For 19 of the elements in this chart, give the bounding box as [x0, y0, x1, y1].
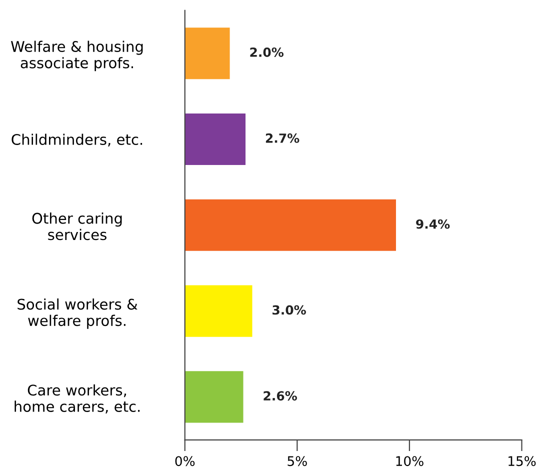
y-tick-label: Social workers & welfare profs.: [18, 298, 138, 329]
y-tick-label: Welfare & housing associate profs.: [10, 40, 143, 72]
y-tick-label: Other caring services: [32, 212, 122, 240]
bar: [184, 199, 396, 251]
bar: [184, 285, 252, 337]
bar: [184, 28, 230, 80]
x-tick-label: 10%: [396, 456, 424, 466]
x-tick-label: 15%: [508, 456, 536, 466]
data-label: 9.4%: [416, 219, 450, 229]
data-label: 2.7%: [266, 133, 300, 143]
bar: [184, 113, 246, 166]
y-tick-label: Care workers, home carers, etc.: [14, 384, 140, 414]
x-tick-label: 5%: [288, 456, 307, 466]
x-tick-label: 0%: [175, 456, 195, 466]
bar: [184, 371, 244, 423]
data-label: 2.6%: [264, 391, 297, 401]
y-tick-label: Childminders, etc.: [12, 134, 142, 146]
data-label: 3.0%: [272, 305, 306, 315]
data-label: 2.0%: [250, 48, 284, 57]
